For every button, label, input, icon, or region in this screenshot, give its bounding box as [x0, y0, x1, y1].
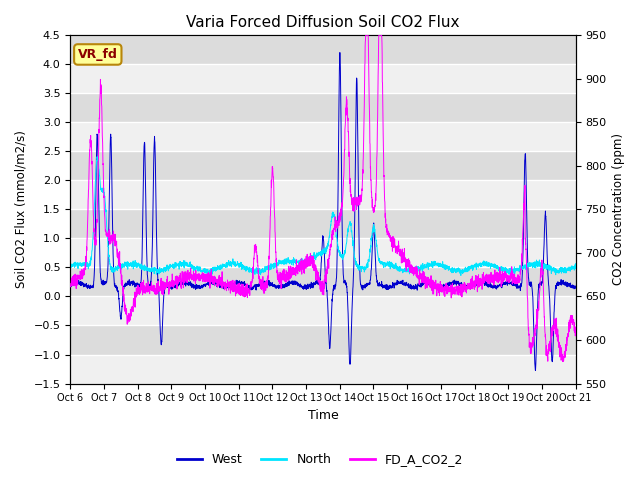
- X-axis label: Time: Time: [308, 409, 339, 422]
- Title: Varia Forced Diffusion Soil CO2 Flux: Varia Forced Diffusion Soil CO2 Flux: [186, 15, 460, 30]
- Legend: West, North, FD_A_CO2_2: West, North, FD_A_CO2_2: [172, 448, 468, 471]
- Y-axis label: CO2 Concentration (ppm): CO2 Concentration (ppm): [612, 133, 625, 286]
- Bar: [70, 36, 575, 64]
- Text: VR_fd: VR_fd: [78, 48, 118, 61]
- Bar: [70, 355, 575, 384]
- Bar: [70, 180, 575, 209]
- Y-axis label: Soil CO2 Flux (mmol/m2/s): Soil CO2 Flux (mmol/m2/s): [15, 131, 28, 288]
- Bar: [70, 64, 575, 94]
- Bar: [70, 151, 575, 180]
- Bar: [70, 267, 575, 297]
- Bar: [70, 122, 575, 151]
- Bar: [70, 239, 575, 267]
- Bar: [70, 209, 575, 239]
- Bar: [70, 297, 575, 325]
- Bar: [70, 94, 575, 122]
- Bar: [70, 325, 575, 355]
